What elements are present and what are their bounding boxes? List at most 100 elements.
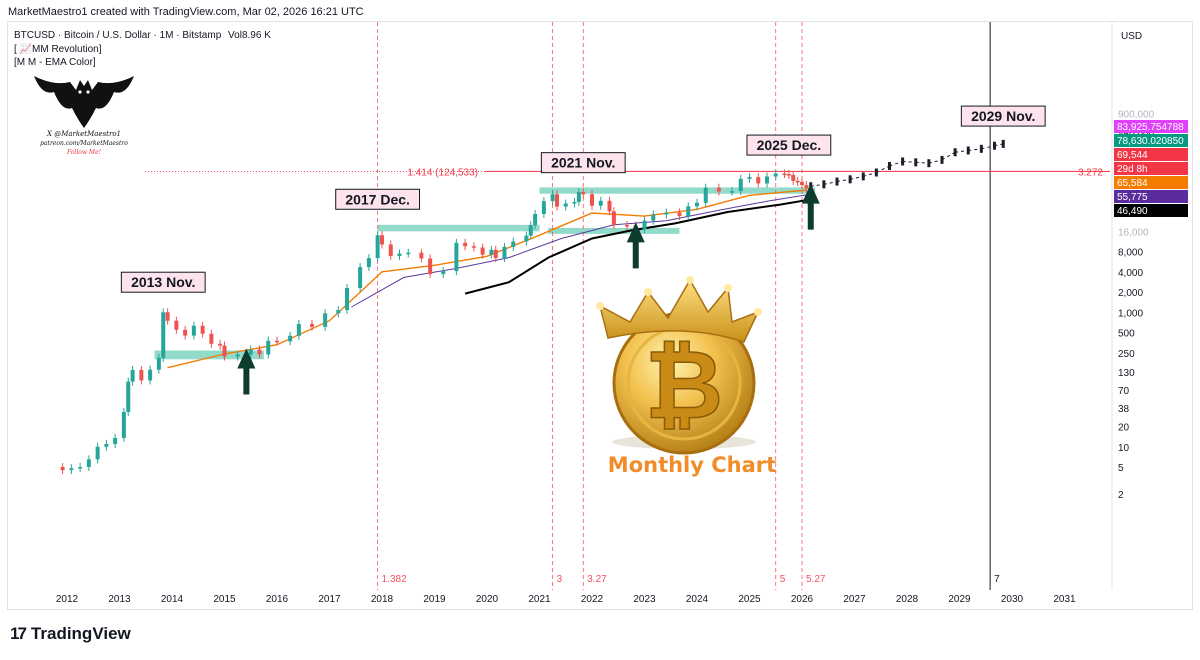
projection-path	[928, 159, 943, 164]
candle	[428, 258, 433, 275]
candle	[480, 247, 485, 255]
projection-path	[810, 183, 824, 187]
x-tick-label: 2028	[896, 594, 919, 605]
candle	[489, 249, 494, 255]
projection-path	[863, 172, 877, 177]
candle	[86, 459, 91, 468]
candle	[296, 323, 301, 336]
candle	[524, 235, 529, 242]
price-tag-label: 78,630.020850	[1117, 136, 1184, 147]
projection-path	[889, 161, 903, 167]
projection-path	[915, 161, 929, 164]
tradingview-branding[interactable]: 17 TradingView	[10, 624, 131, 644]
candle	[380, 235, 384, 245]
cycle-line-label: 5	[780, 574, 786, 585]
cycle-top-label: 2013 Nov.	[131, 274, 195, 290]
candle	[756, 177, 761, 184]
candle	[765, 176, 769, 184]
cycle-top-label-box	[540, 152, 626, 174]
candle	[375, 235, 380, 259]
candle	[791, 175, 796, 181]
price-tag	[1114, 134, 1188, 147]
x-tick-label: 2014	[161, 594, 184, 605]
candle	[642, 220, 647, 230]
y-tick-label: 4,000	[1118, 268, 1143, 279]
x-tick-label: 2023	[633, 594, 656, 605]
x-tick-label: 2018	[371, 594, 394, 605]
cycle-line-label: 5.27	[806, 574, 826, 585]
y-tick-label: 38	[1118, 404, 1130, 415]
candle	[800, 181, 804, 186]
y-tick-label: 5	[1118, 463, 1124, 474]
y-tick-label: 20	[1118, 423, 1130, 434]
candle	[773, 173, 778, 177]
candle	[611, 211, 616, 225]
y-tick-label: 16,000	[1118, 227, 1149, 238]
candle	[121, 411, 126, 439]
candle	[686, 206, 691, 217]
cycle-top-label-box	[960, 105, 1046, 127]
candle	[502, 246, 507, 259]
x-tick-label: 2029	[948, 594, 971, 605]
projection-path	[981, 145, 995, 150]
price-tag-label: 55,775	[1117, 192, 1148, 203]
candle	[235, 354, 240, 357]
cycle-top-label-box	[746, 134, 832, 156]
price-tag	[1114, 120, 1188, 133]
up-arrow-icon	[237, 348, 256, 395]
currency-label: USD	[1121, 31, 1142, 42]
candle	[607, 200, 612, 212]
candle	[358, 267, 363, 288]
candle	[113, 438, 118, 444]
candle	[130, 369, 135, 382]
candle	[441, 271, 446, 275]
symbol-line: BTCUSD · Bitcoin / U.S. Dollar · 1M · Bi…	[14, 30, 222, 41]
x-tick-label: 2021	[528, 594, 551, 605]
cycle-line-label: 3.27	[587, 574, 607, 585]
y-tick-label: 70	[1118, 386, 1130, 397]
candle	[703, 187, 708, 203]
candle	[786, 173, 791, 176]
cycle-line-label: 1.382	[382, 574, 407, 585]
candle	[275, 340, 279, 343]
svg-text:₿: ₿	[645, 329, 723, 441]
candle	[730, 191, 734, 193]
candle	[590, 194, 594, 206]
cycle-top-label: 2017 Dec.	[345, 191, 410, 207]
candle	[266, 340, 271, 355]
cycle-top-label-box	[335, 188, 421, 210]
candle	[310, 323, 314, 327]
indicator-ema-color[interactable]: [M M - EMA Color]	[14, 57, 96, 68]
ema-line-black	[464, 199, 807, 295]
fib-right-label: 3.272	[1078, 167, 1103, 178]
price-tag	[1114, 176, 1188, 189]
price-tag	[1114, 162, 1188, 175]
candle	[555, 194, 559, 207]
x-tick-label: 2012	[56, 594, 79, 605]
cycle-top-label: 2021 Nov.	[551, 155, 615, 171]
candle	[200, 325, 205, 334]
candle	[288, 335, 293, 342]
price-chart[interactable]: 1.382 3 3.27 5 5.27 7 1.414 (124,533) 3.272 X …	[0, 0, 1200, 615]
indicator-mm-revolution[interactable]: [ 📈MM Revolution]	[14, 44, 102, 55]
candle	[222, 345, 227, 357]
candle	[218, 343, 223, 346]
watermark-line-3: Follow Me!	[66, 149, 102, 156]
candle	[165, 312, 170, 321]
y-tick-label: 10	[1118, 443, 1130, 454]
candle	[191, 325, 196, 336]
candle	[541, 201, 546, 214]
projection-path	[941, 151, 956, 161]
projection-path	[994, 143, 1004, 147]
cycle-top-label-box	[120, 271, 206, 293]
candle	[419, 252, 424, 259]
x-tick-label: 2022	[581, 594, 604, 605]
candle	[336, 310, 341, 314]
candle	[345, 287, 349, 311]
candle	[782, 173, 787, 176]
price-tag	[1114, 204, 1188, 217]
cycle-top-label: 2029 Nov.	[971, 108, 1035, 124]
x-tick-label: 2025	[738, 594, 761, 605]
candle	[533, 213, 538, 226]
candle	[795, 180, 800, 183]
